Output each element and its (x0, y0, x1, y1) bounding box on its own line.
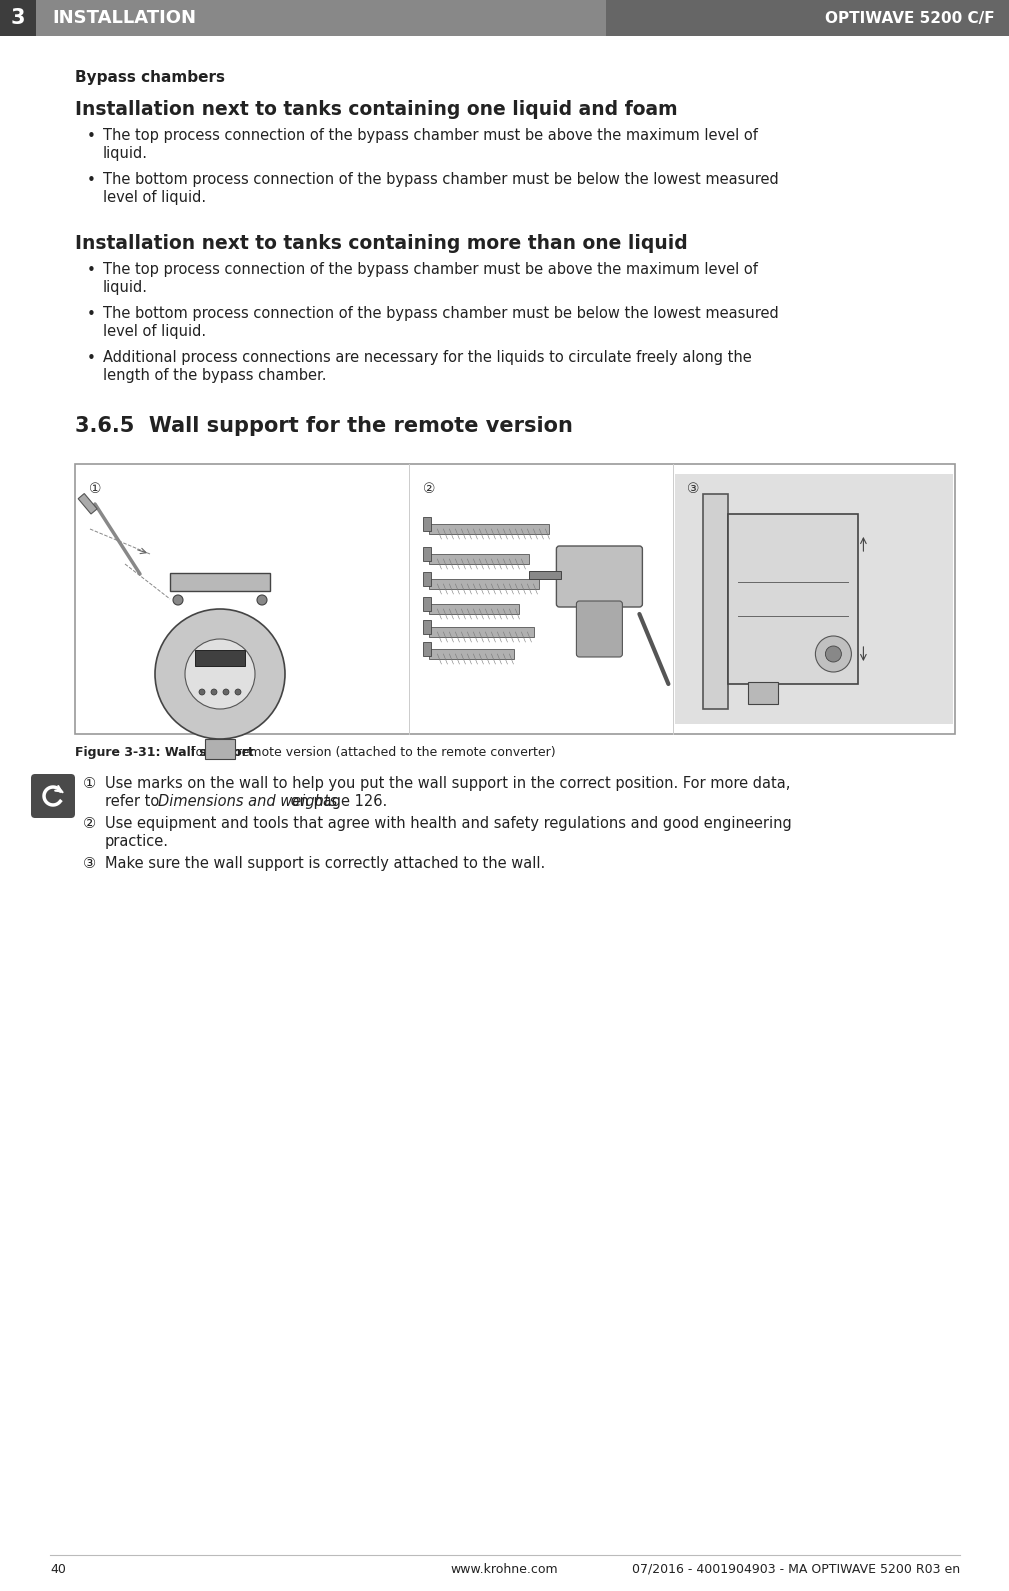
Text: ③: ③ (687, 482, 700, 496)
Bar (675, 474, 952, 724)
Text: Installation next to tanks containing more than one liquid: Installation next to tanks containing mo… (75, 234, 688, 253)
Bar (424, 547, 432, 562)
Bar (606, 0, 1009, 37)
Bar (424, 643, 432, 655)
Text: The top process connection of the bypass chamber must be above the maximum level: The top process connection of the bypass… (103, 263, 758, 277)
Bar (205, 738, 235, 759)
Text: length of the bypass chamber.: length of the bypass chamber. (103, 368, 327, 383)
Text: •: • (87, 263, 96, 278)
Text: ①: ① (89, 482, 102, 496)
Text: Installation next to tanks containing one liquid and foam: Installation next to tanks containing on… (75, 100, 678, 119)
Text: level of liquid.: level of liquid. (103, 325, 206, 339)
Bar (424, 620, 432, 633)
Text: •: • (87, 173, 96, 188)
Text: •: • (87, 307, 96, 321)
Text: ②: ② (83, 816, 96, 831)
Text: level of liquid.: level of liquid. (103, 189, 206, 205)
Bar (703, 493, 728, 710)
Bar (530, 571, 561, 579)
FancyBboxPatch shape (31, 773, 75, 818)
Circle shape (825, 646, 842, 662)
Circle shape (173, 595, 183, 605)
Text: practice.: practice. (105, 834, 169, 850)
Text: www.krohne.com: www.krohne.com (450, 1562, 558, 1577)
Bar (424, 517, 432, 531)
Text: liquid.: liquid. (103, 146, 148, 161)
Text: for the remote version (attached to the remote converter): for the remote version (attached to the … (187, 746, 556, 759)
Text: 07/2016 - 4001904903 - MA OPTIWAVE 5200 R03 en: 07/2016 - 4001904903 - MA OPTIWAVE 5200 … (632, 1562, 960, 1577)
Bar (170, 573, 270, 590)
Bar (195, 651, 245, 667)
Circle shape (815, 636, 852, 671)
Bar (0, 0, 36, 37)
Circle shape (257, 595, 267, 605)
Bar (430, 554, 530, 563)
Text: Additional process connections are necessary for the liquids to circulate freely: Additional process connections are neces… (103, 350, 752, 364)
Text: 3.6.5  Wall support for the remote version: 3.6.5 Wall support for the remote versio… (75, 415, 573, 436)
Text: Bypass chambers: Bypass chambers (75, 70, 225, 84)
Bar (424, 597, 432, 611)
Text: 3: 3 (11, 8, 25, 29)
Text: ②: ② (424, 482, 436, 496)
Text: refer to: refer to (105, 794, 163, 808)
Text: INSTALLATION: INSTALLATION (52, 10, 196, 27)
Bar (430, 579, 540, 589)
FancyBboxPatch shape (556, 546, 643, 608)
Bar (75, 465, 955, 733)
Text: 40: 40 (50, 1562, 66, 1577)
Bar (430, 523, 549, 535)
Text: Make sure the wall support is correctly attached to the wall.: Make sure the wall support is correctly … (105, 856, 545, 870)
Text: ③: ③ (83, 856, 96, 870)
Text: The top process connection of the bypass chamber must be above the maximum level: The top process connection of the bypass… (103, 127, 758, 143)
Text: Use equipment and tools that agree with health and safety regulations and good e: Use equipment and tools that agree with … (105, 816, 792, 831)
Circle shape (223, 689, 229, 695)
Bar (430, 649, 515, 659)
Text: Dimensions and weights: Dimensions and weights (157, 794, 337, 808)
Text: Use marks on the wall to help you put the wall support in the correct position. : Use marks on the wall to help you put th… (105, 776, 790, 791)
Circle shape (155, 609, 285, 738)
Bar (36, 0, 606, 37)
Bar (78, 493, 97, 514)
Circle shape (211, 689, 217, 695)
Circle shape (199, 689, 205, 695)
Text: The bottom process connection of the bypass chamber must be below the lowest mea: The bottom process connection of the byp… (103, 305, 779, 321)
Bar (728, 514, 859, 684)
Text: liquid.: liquid. (103, 280, 148, 294)
Text: •: • (87, 352, 96, 366)
Text: OPTIWAVE 5200 C/F: OPTIWAVE 5200 C/F (825, 11, 995, 25)
Text: The bottom process connection of the bypass chamber must be below the lowest mea: The bottom process connection of the byp… (103, 172, 779, 188)
Bar (424, 573, 432, 585)
Text: •: • (87, 129, 96, 145)
Text: Figure 3-31: Wall support: Figure 3-31: Wall support (75, 746, 253, 759)
Bar (430, 627, 535, 636)
Text: on page 126.: on page 126. (287, 794, 387, 808)
Circle shape (185, 640, 255, 710)
Bar (430, 605, 520, 614)
Bar (749, 683, 778, 703)
Circle shape (235, 689, 241, 695)
FancyBboxPatch shape (576, 601, 623, 657)
Text: ①: ① (83, 776, 96, 791)
